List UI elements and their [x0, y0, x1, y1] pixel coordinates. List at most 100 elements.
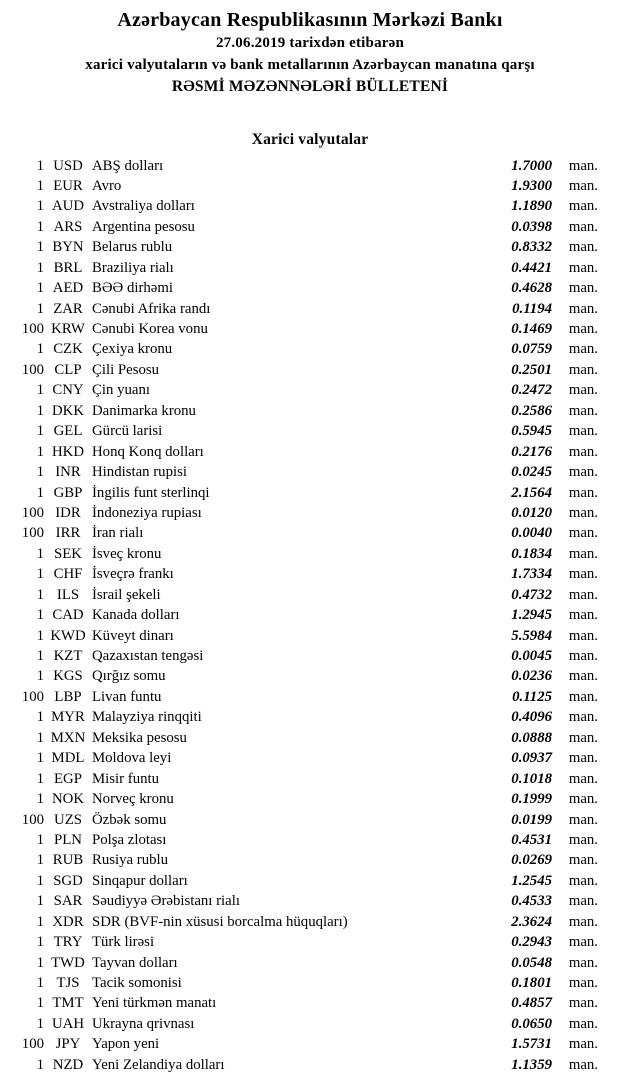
rate-value: 0.2472 [511, 382, 552, 399]
manat-unit-label: man. [568, 770, 598, 787]
rate-value: 0.1194 [512, 300, 552, 317]
manat-unit-label: man. [568, 954, 598, 971]
currency-name: ABŞ dolları [92, 157, 164, 174]
currency-row-idr: 100 IDR İndoneziya rupiası 0.0120 man. [0, 503, 598, 523]
currency-name: Tacik somonisi [92, 975, 182, 991]
manat-unit-label: man. [568, 1015, 598, 1032]
currency-name: Livan funtu [92, 688, 162, 705]
currency-code: CLP [54, 361, 82, 378]
rate-value: 0.0199 [511, 811, 552, 828]
currency-row-sgd: 1 SGD Sinqapur dolları 1.2545 man. [0, 871, 598, 891]
currency-row-myr: 1 MYR Malayziya rinqqiti 0.4096 man. [0, 707, 598, 727]
manat-unit-label: man. [568, 586, 598, 603]
quantity-value: 1 [36, 627, 44, 644]
currency-name: Norveç kronu [92, 791, 174, 808]
quantity-value: 100 [21, 811, 44, 828]
currency-name: Honq Konq dolları [92, 443, 204, 460]
rate-value: 0.0245 [511, 464, 552, 481]
currency-row-kwd: 1 KWD Küveyt dinarı 5.5984 man. [0, 626, 598, 646]
currency-row-cny: 1 CNY Çin yuanı 0.2472 man. [0, 380, 598, 400]
currency-code: MXN [50, 729, 86, 746]
currency-code: ILS [56, 586, 80, 603]
currency-row-gel: 1 GEL Gürcü larisi 0.5945 man. [0, 421, 598, 441]
rate-value: 0.2501 [511, 361, 552, 378]
quantity-value: 1 [36, 280, 44, 297]
currency-name: Meksika pesosu [92, 729, 187, 746]
quantity-value: 1 [36, 484, 44, 501]
currency-row-tmt: 1 TMT Yeni türkmən manatı 0.4857 man. [0, 993, 598, 1013]
quantity-value: 1 [36, 893, 44, 910]
currency-name: BƏƏ dirhəmi [92, 280, 173, 297]
manat-unit-label: man. [568, 811, 598, 828]
rate-value: 1.1359 [511, 1056, 552, 1073]
rate-value: 1.2945 [511, 607, 552, 624]
rate-value: 0.2586 [511, 402, 552, 419]
manat-unit-label: man. [568, 893, 598, 910]
currency-name: Çin yuanı [92, 382, 150, 399]
quantity-value: 1 [36, 177, 44, 194]
currency-row-dkk: 1 DKK Danimarka kronu 0.2586 man. [0, 401, 598, 421]
quantity-value: 1 [36, 382, 44, 399]
quantity-value: 1 [36, 1056, 44, 1073]
manat-unit-label: man. [568, 852, 598, 869]
rate-value: 0.1018 [511, 770, 552, 787]
currency-row-mxn: 1 MXN Meksika pesosu 0.0888 man. [0, 728, 598, 748]
currency-code: EUR [53, 177, 83, 194]
currency-code: DKK [51, 402, 85, 419]
manat-unit-label: man. [568, 934, 598, 951]
rate-value: 1.1890 [511, 198, 552, 215]
currency-row-mdl: 1 MDL Moldova leyi 0.0937 man. [0, 748, 598, 768]
currency-name: Belarus rublu [92, 239, 173, 256]
currency-row-kgs: 1 KGS Qırğız somu 0.0236 man. [0, 666, 598, 686]
currency-code: TJS [56, 975, 80, 991]
currency-name: Sinqapur dolları [92, 872, 188, 889]
currency-name: İsrail şekeli [92, 586, 161, 603]
rate-value: 0.4421 [511, 259, 552, 276]
manat-unit-label: man. [568, 872, 598, 889]
rate-value: 0.0045 [511, 648, 552, 664]
currency-code: UAH [51, 1015, 85, 1032]
currency-name: Yeni türkmən manatı [92, 995, 217, 1012]
rate-value: 0.0650 [511, 1015, 552, 1032]
scope-line: xarici valyutaların və bank metallarının… [85, 56, 535, 73]
rate-value: 0.0548 [511, 954, 552, 971]
quantity-value: 100 [21, 688, 44, 705]
quantity-value: 1 [36, 402, 44, 419]
manat-unit-label: man. [568, 1056, 598, 1073]
currency-code: ARS [53, 218, 83, 235]
currency-row-sek: 1 SEK İsveç kronu 0.1834 man. [0, 544, 598, 564]
currency-name: Küveyt dinarı [92, 627, 174, 644]
currency-row-sar: 1 SAR Səudiyyə Ərəbistanı rialı 0.4533 man. [0, 891, 598, 911]
quantity-value: 1 [36, 934, 44, 951]
currency-name: Hindistan rupisi [92, 464, 187, 481]
rate-value: 0.4628 [511, 280, 552, 297]
currency-row-byn: 1 BYN Belarus rublu 0.8332 man. [0, 237, 598, 257]
manat-unit-label: man. [568, 831, 598, 848]
rate-value: 0.0937 [511, 750, 552, 767]
manat-unit-label: man. [568, 321, 598, 337]
manat-unit-label: man. [568, 259, 598, 276]
currency-code: CNY [52, 382, 84, 399]
quantity-value: 1 [36, 831, 44, 848]
rate-value: 0.1999 [511, 791, 552, 808]
manat-unit-label: man. [568, 361, 598, 378]
currency-row-cad: 1 CAD Kanada dolları 1.2945 man. [0, 605, 598, 625]
currency-row-chf: 1 CHF İsveçrə frankı 1.7334 man. [0, 564, 598, 584]
quantity-value: 1 [36, 300, 44, 317]
currency-name: Danimarka kronu [92, 402, 196, 419]
currency-row-aed: 1 AED BƏƏ dirhəmi 0.4628 man. [0, 278, 598, 298]
currency-row-uzs: 100 UZS Özbək somu 0.0199 man. [0, 810, 598, 830]
currency-code: HKD [51, 443, 85, 460]
rate-value: 0.0759 [511, 341, 552, 358]
currency-code: PLN [54, 831, 82, 848]
currency-code: KZT [53, 648, 83, 664]
currency-name: Türk lirəsi [92, 934, 155, 951]
quantity-value: 1 [36, 770, 44, 787]
currency-row-clp: 100 CLP Çili Pesosu 0.2501 man. [0, 360, 598, 380]
currency-row-aud: 1 AUD Avstraliya dolları 1.1890 man. [0, 196, 598, 216]
currency-name: İndoneziya rupiası [92, 504, 202, 521]
currency-code: EGP [54, 770, 82, 787]
currency-row-try: 1 TRY Türk lirəsi 0.2943 man. [0, 932, 598, 952]
manat-unit-label: man. [568, 341, 598, 358]
